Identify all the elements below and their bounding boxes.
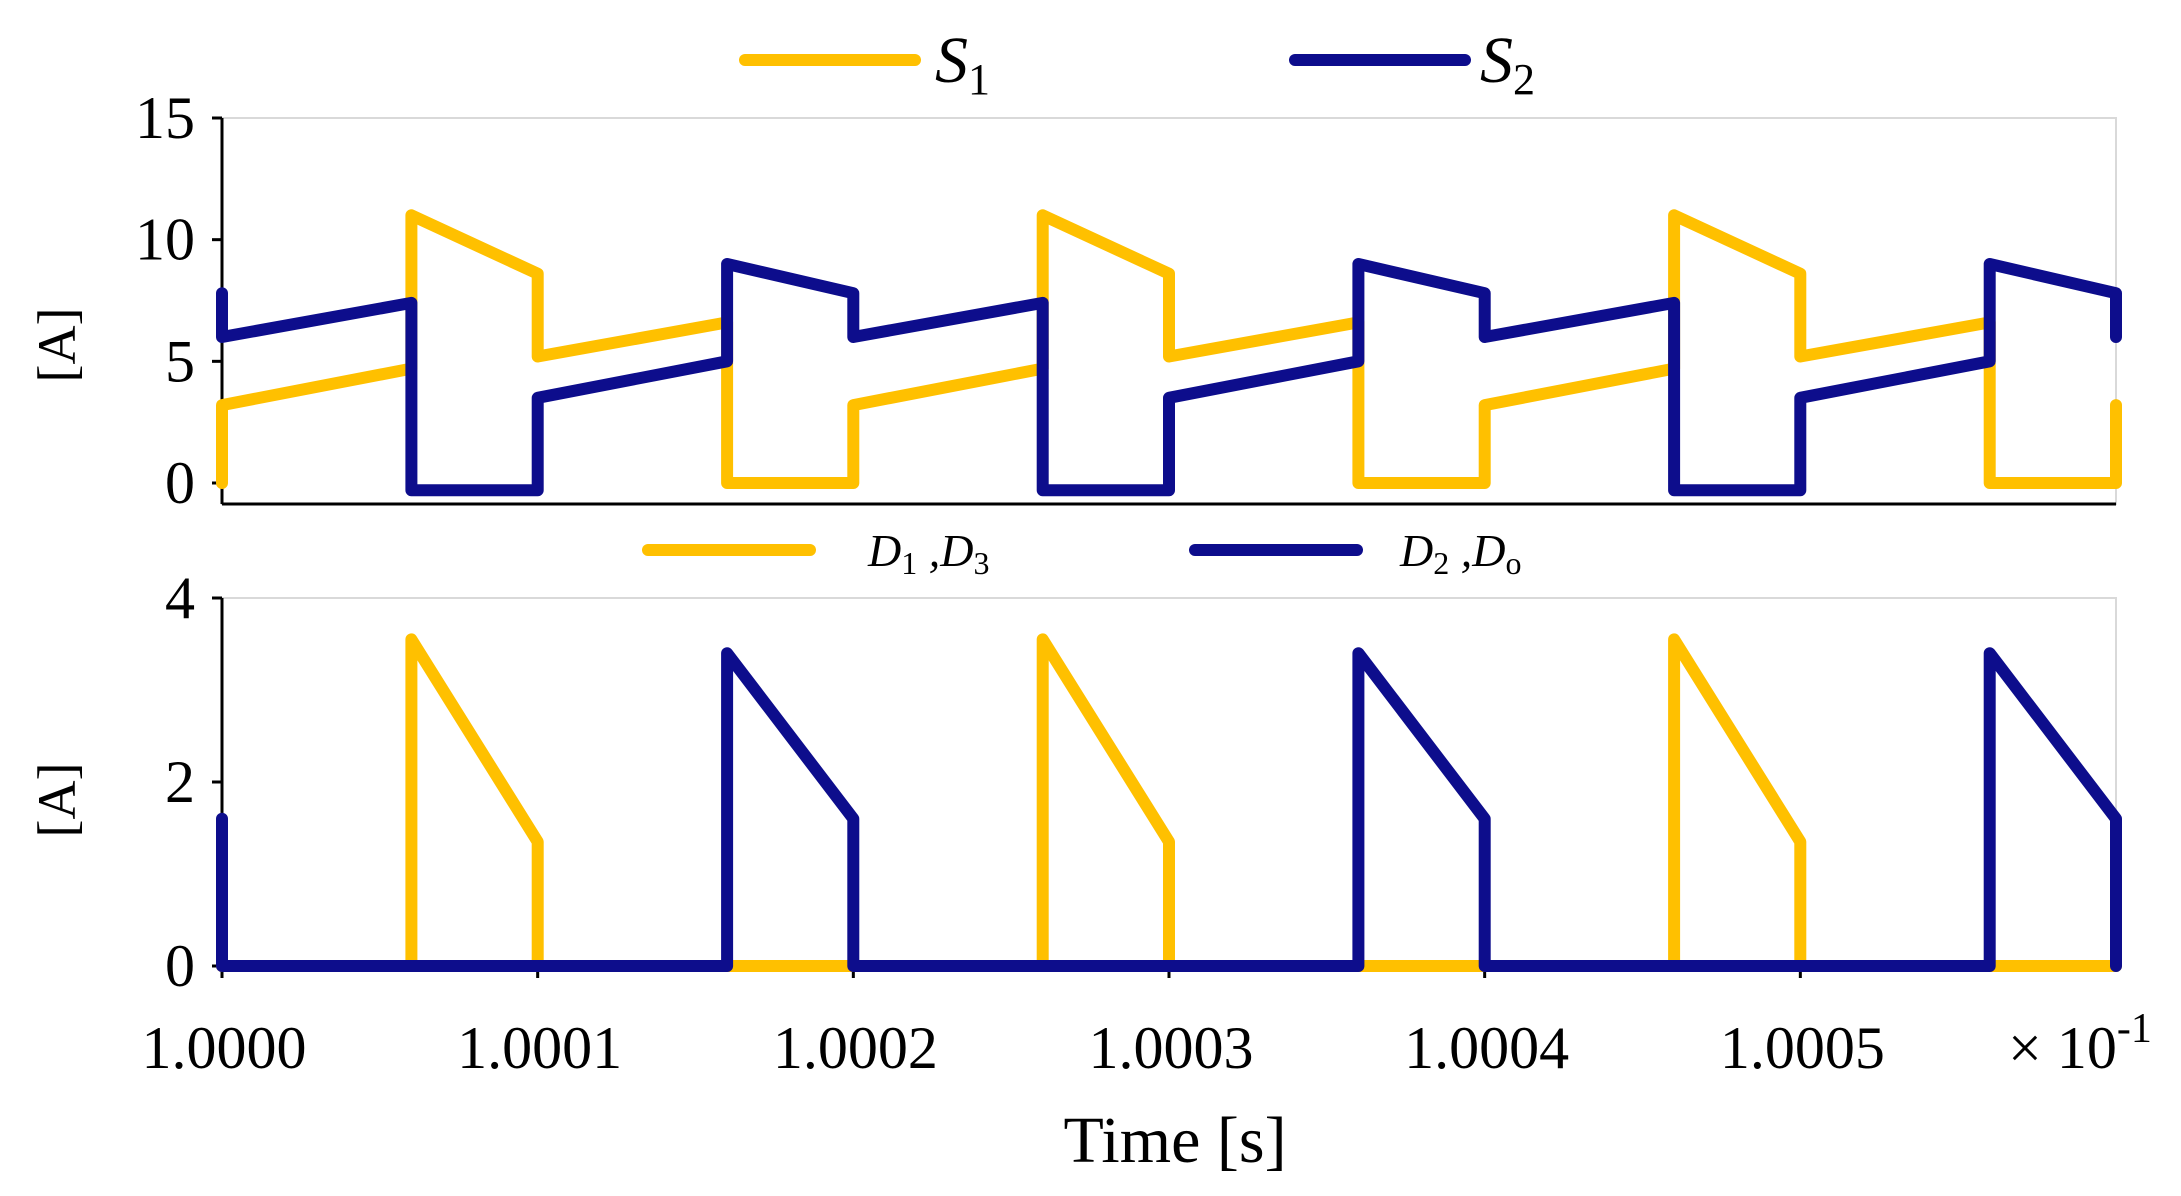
bottom-y-tick-label-4: 4 [165,565,195,631]
bottom-legend: D1 ,D3 D2 ,Do [642,525,1521,581]
top-y-ticks: 0 5 10 15 [135,85,222,516]
bottom-series-d2-do [216,647,2122,972]
legend-label-d1-d3: D1 ,D3 [867,525,989,581]
x-tick-label-3: 1.0003 [1089,1015,1254,1081]
x-axis-label: Time [s] [1063,1104,1286,1177]
bottom-series-group [216,633,2122,972]
top-y-tick-label-5: 5 [165,328,195,394]
bottom-y-tick-label-2: 2 [165,749,195,815]
top-y-tick-label-0: 0 [165,450,195,516]
top-series-s2 [216,258,2122,497]
x-scale-note: × 10-1 [2008,1006,2152,1081]
top-y-axis-label: [A] [27,308,87,383]
bottom-chart: D1 ,D3 D2 ,Do 024 1.0000 1.0001 1.0002 1.00… [27,525,2152,1177]
top-legend: S1 S2 [739,24,1535,104]
legend-label-d2-do: D2 ,Do [1399,525,1521,581]
top-chart: S1 S2 0 5 10 15 [A] [27,24,2122,516]
x-tick-label-4: 1.0004 [1404,1015,1569,1081]
x-tick-label-2: 1.0002 [773,1015,938,1081]
bottom-x-ticks: 1.0000 1.0001 1.0002 1.0003 1.0004 1.0005 [142,966,1885,1081]
bottom-y-ticks: 0 2 4 [165,565,222,999]
legend-label-s2: S2 [1480,24,1535,104]
x-tick-label-1: 1.0001 [457,1015,622,1081]
top-series-s1 [216,209,2122,489]
bottom-y-tick-label-0: 0 [165,933,195,999]
top-y-tick-label-10: 10 [135,207,195,273]
top-series-group [216,209,2122,497]
top-y-tick-label-15: 15 [135,85,195,151]
x-tick-label-0: 1.0000 [142,1015,307,1081]
bottom-series-d1-d3 [216,633,2122,972]
bottom-y-axis-label: [A] [27,763,87,838]
x-tick-label-5: 1.0005 [1720,1015,1885,1081]
legend-label-s1: S1 [935,24,990,104]
